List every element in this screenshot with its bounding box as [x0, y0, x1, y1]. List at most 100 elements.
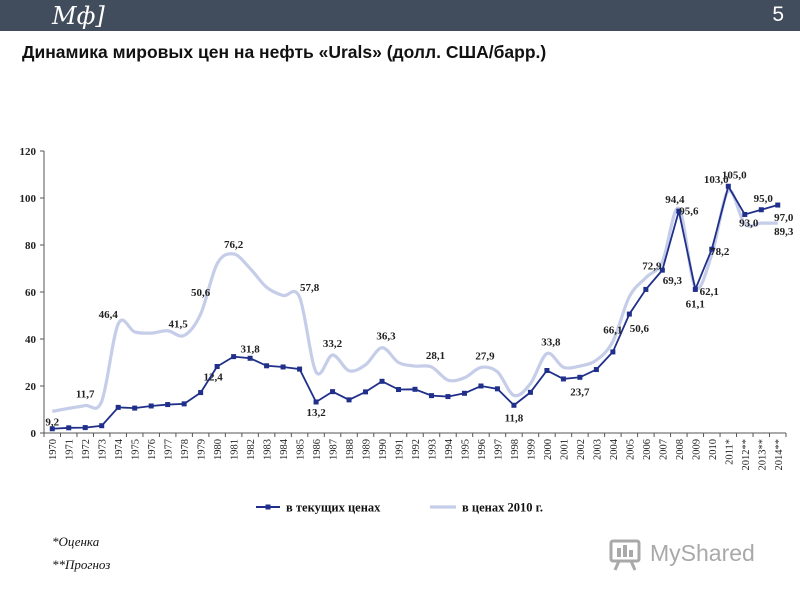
series-point-current-prices — [461, 390, 467, 396]
x-tick-label: 1999 — [526, 439, 537, 460]
x-tick-label: 2000 — [543, 439, 554, 460]
data-label: 12,4 — [204, 371, 224, 383]
data-label: 94,4 — [665, 194, 685, 206]
logo: Мф] — [52, 2, 105, 30]
x-tick-label: 2004 — [609, 438, 620, 460]
series-point-current-prices — [659, 267, 665, 273]
data-label: 23,7 — [570, 386, 590, 398]
data-label: 36,3 — [376, 331, 396, 343]
x-tick-label: 1995 — [460, 439, 471, 460]
series-point-current-prices — [346, 397, 352, 403]
series-point-current-prices — [445, 394, 451, 400]
watermark-text: MyShared — [650, 540, 755, 566]
series-point-current-prices — [247, 355, 253, 361]
x-tick-label: 2009 — [691, 439, 702, 460]
series-point-current-prices — [82, 425, 88, 431]
series-point-current-prices — [593, 367, 599, 373]
y-tick-label: 120 — [20, 146, 37, 158]
series-point-current-prices — [428, 393, 434, 399]
x-tick-label: 1988 — [345, 439, 356, 460]
series-point-current-prices — [214, 363, 220, 369]
series-point-current-prices — [49, 426, 55, 432]
series-point-current-prices — [363, 389, 369, 395]
data-label: 50,6 — [191, 287, 211, 299]
y-tick-label: 20 — [25, 381, 37, 393]
data-label: 11,8 — [505, 412, 524, 424]
data-label: 57,8 — [300, 282, 320, 294]
y-tick-label: 40 — [25, 334, 37, 346]
x-tick-label: 1975 — [131, 439, 142, 460]
data-label: 61,1 — [686, 298, 705, 310]
x-tick-label: 1991 — [395, 439, 406, 460]
x-tick-label: 1979 — [197, 439, 208, 460]
series-point-current-prices — [198, 390, 204, 396]
series-point-current-prices — [396, 387, 402, 393]
series-point-current-prices — [643, 286, 649, 292]
x-tick-label: 2013** — [757, 439, 768, 471]
x-tick-label: 1971 — [65, 439, 76, 460]
series-point-current-prices — [165, 402, 171, 408]
x-tick-label: 1982 — [246, 439, 257, 460]
x-tick-label: 2008 — [675, 439, 686, 460]
series-point-current-prices — [725, 183, 731, 189]
x-tick-label: 1976 — [147, 439, 158, 460]
data-label: 97,0 — [774, 212, 794, 224]
x-tick-label: 1992 — [411, 439, 422, 460]
x-tick-label: 2010 — [708, 439, 719, 460]
data-label: 28,1 — [426, 350, 445, 362]
x-tick-label: 1996 — [477, 439, 488, 460]
series-point-current-prices — [297, 366, 303, 372]
data-label: 50,6 — [630, 323, 650, 335]
page-title: Динамика мировых цен на нефть «Urals» (д… — [22, 42, 547, 62]
y-tick-label: 100 — [20, 193, 37, 205]
data-label: 78,2 — [710, 246, 730, 258]
data-label: 95,0 — [754, 193, 774, 205]
x-tick-label: 1980 — [213, 439, 224, 460]
x-tick-label: 1986 — [312, 439, 323, 460]
x-tick-label: 2012** — [741, 439, 752, 471]
data-label: 95,6 — [679, 205, 699, 217]
x-tick-label: 2002 — [576, 439, 587, 460]
data-label: 76,2 — [224, 239, 244, 251]
slide-number: 5 — [772, 3, 784, 26]
legend-label-current-prices: в текущих ценах — [286, 501, 381, 515]
data-label: 103,0 — [704, 174, 729, 186]
series-point-current-prices — [511, 402, 517, 408]
x-tick-label: 1978 — [180, 439, 191, 460]
x-tick-label: 1972 — [81, 439, 92, 460]
data-label: 27,9 — [475, 350, 495, 362]
note-forecast: **Прогноз — [52, 557, 111, 572]
series-point-current-prices — [132, 405, 138, 411]
series-point-current-prices — [610, 349, 616, 355]
data-label: 13,2 — [306, 407, 326, 419]
presentation-board-icon — [609, 539, 641, 571]
series-point-current-prices — [115, 404, 121, 410]
data-label: 93,0 — [739, 217, 759, 229]
series-point-current-prices — [148, 403, 154, 409]
data-label: 46,4 — [99, 309, 119, 321]
legend-label-real-prices: в ценах 2010 г. — [462, 501, 543, 515]
x-tick-label: 1989 — [362, 439, 373, 460]
y-tick-label: 80 — [25, 240, 37, 252]
watermark: MyShared — [608, 534, 768, 574]
series-point-current-prices — [544, 367, 550, 373]
x-tick-label: 2014** — [774, 439, 785, 471]
x-tick-label: 1997 — [493, 439, 504, 460]
y-tick-label: 60 — [25, 287, 37, 299]
series-point-current-prices — [742, 211, 748, 217]
x-tick-label: 1993 — [427, 439, 438, 460]
x-tick-label: 1970 — [48, 439, 59, 460]
series-line-current-prices — [52, 183, 779, 430]
series-point-current-prices — [709, 246, 715, 252]
data-label: 9,2 — [45, 416, 59, 428]
series-point-current-prices — [626, 311, 632, 317]
data-label: 72,9 — [642, 261, 662, 273]
series-point-current-prices — [231, 354, 237, 360]
x-tick-label: 2007 — [658, 439, 669, 460]
legend-marker-current-prices — [265, 504, 271, 510]
data-label: 11,7 — [76, 389, 95, 401]
data-label: 69,3 — [663, 275, 683, 287]
x-tick-label: 1974 — [114, 438, 125, 460]
series-point-current-prices — [99, 423, 105, 429]
series-point-current-prices — [692, 286, 698, 292]
